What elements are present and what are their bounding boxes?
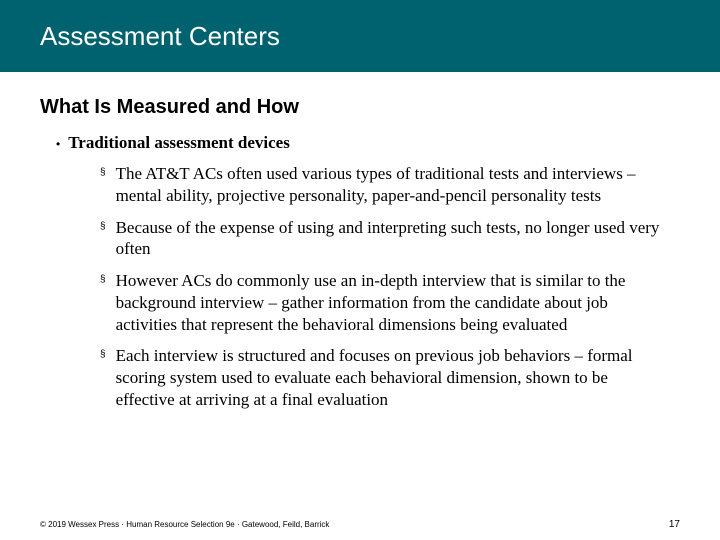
bullet-level1-text: Traditional assessment devices — [68, 133, 290, 153]
bullet-level2-text: Because of the expense of using and inte… — [116, 217, 670, 261]
bullet-level2-text: However ACs do commonly use an in-depth … — [116, 270, 670, 335]
bullet-level2: § The AT&T ACs often used various types … — [100, 163, 670, 207]
title-bar: Assessment Centers — [0, 0, 720, 72]
bullet-level2-text: Each interview is structured and focuses… — [116, 345, 670, 410]
bullet-glyph: § — [100, 221, 106, 232]
bullet-glyph: § — [100, 167, 106, 178]
section-heading: What Is Measured and How — [40, 96, 680, 119]
bullet-level1: • Traditional assessment devices — [56, 133, 680, 153]
page-number: 17 — [669, 519, 680, 530]
bullet-level2: § Because of the expense of using and in… — [100, 217, 670, 261]
slide: Assessment Centers What Is Measured and … — [0, 0, 720, 540]
bullet-glyph: § — [100, 349, 106, 360]
bullet-glyph: • — [56, 137, 60, 153]
bullet-glyph: § — [100, 274, 106, 285]
slide-body: What Is Measured and How • Traditional a… — [0, 72, 720, 411]
footer: © 2019 Wessex Press · Human Resource Sel… — [40, 519, 680, 530]
bullet-level2: § Each interview is structured and focus… — [100, 345, 670, 410]
bullet-level2-text: The AT&T ACs often used various types of… — [116, 163, 670, 207]
bullet-level2: § However ACs do commonly use an in-dept… — [100, 270, 670, 335]
slide-title: Assessment Centers — [0, 21, 280, 52]
copyright-text: © 2019 Wessex Press · Human Resource Sel… — [40, 520, 329, 529]
